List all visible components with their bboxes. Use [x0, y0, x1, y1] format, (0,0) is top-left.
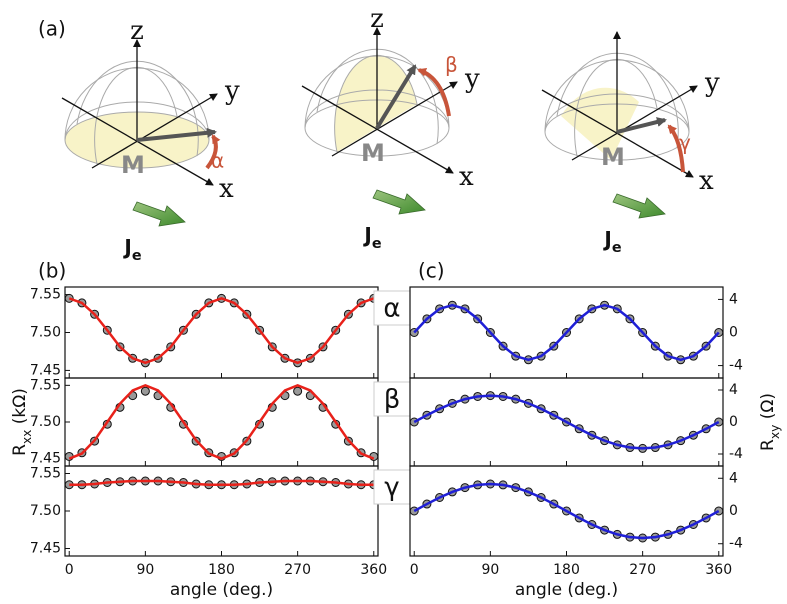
- data-point: [140, 386, 150, 396]
- current-arrow: [372, 189, 426, 215]
- y-tick-label: 7.55: [30, 287, 61, 303]
- current-label: Je: [602, 227, 621, 257]
- data-point: [293, 386, 303, 396]
- fit-line: [413, 482, 720, 540]
- axis-y: [571, 85, 698, 161]
- y-tick-label: -4: [729, 536, 743, 552]
- y-axis-label-part: R: [10, 444, 30, 456]
- magnetization: [616, 117, 667, 134]
- angle-arc: [205, 134, 221, 170]
- current-label-part: J: [602, 227, 611, 251]
- axis-label: z: [130, 16, 144, 46]
- current-label-part: J: [122, 235, 131, 259]
- x-tick-label: 0: [65, 562, 74, 578]
- axis-label: y: [224, 76, 240, 106]
- y-tick-label: 7.45: [30, 451, 61, 467]
- y-tick-label: 4: [729, 382, 738, 398]
- axis-label: y: [464, 64, 480, 94]
- angle-arc: [667, 124, 685, 173]
- current-label: Je: [122, 235, 141, 265]
- magnetization: [375, 64, 417, 130]
- angle-label: β: [445, 53, 458, 77]
- x-tick-label: 270: [284, 562, 311, 578]
- axis-y: [91, 93, 218, 169]
- angle-arc: [417, 67, 451, 117]
- current-label-part: e: [372, 236, 382, 252]
- y-tick-label: 7.50: [30, 414, 61, 430]
- x-tick-label: 180: [553, 562, 580, 578]
- current-label-part: J: [362, 223, 371, 247]
- annotation: α: [383, 294, 400, 324]
- plot-frame: [64, 465, 379, 557]
- axis-label: x: [699, 166, 714, 196]
- meridian: [574, 58, 658, 157]
- current-label-part: e: [612, 240, 622, 256]
- x-tick-label: 180: [208, 562, 235, 578]
- y-tick-label: 7.45: [30, 362, 61, 378]
- fit-line: [413, 303, 720, 362]
- axis-label: z: [370, 4, 384, 34]
- y-axis-label: Rxy (Ω): [758, 393, 782, 451]
- x-axis-label: angle (deg.): [170, 580, 273, 600]
- magnetization: [136, 127, 217, 142]
- meridian: [76, 60, 199, 157]
- y-tick-label: 4: [729, 470, 738, 486]
- fit-line: [413, 394, 720, 450]
- y-tick-label: 0: [729, 325, 738, 341]
- y-tick-label: 7.50: [30, 503, 61, 519]
- magnetization-label: M: [361, 139, 385, 167]
- annotation: β: [384, 385, 401, 415]
- y-axis-label-part: xy: [768, 425, 782, 439]
- x-tick-label: 360: [360, 562, 387, 578]
- magnetization-label: M: [121, 151, 145, 179]
- x-tick-label: 90: [481, 562, 499, 578]
- y-tick-label: 7.45: [30, 541, 61, 557]
- meridian: [94, 66, 178, 165]
- axis-x: [301, 85, 454, 174]
- current-label: Je: [362, 223, 381, 253]
- meridian: [556, 52, 679, 149]
- annotation: γ: [384, 473, 399, 503]
- x-tick-label: 0: [410, 562, 419, 578]
- y-tick-label: 4: [729, 291, 738, 307]
- fit-line: [68, 297, 375, 365]
- annotation-box: [373, 290, 411, 326]
- angle-label: γ: [679, 131, 691, 155]
- axis-label: x: [459, 162, 474, 192]
- y-axis-label-part: xx: [20, 430, 34, 444]
- panel-label: (b): [38, 259, 66, 283]
- x-tick-label: 360: [705, 562, 732, 578]
- x-axis-label: angle (deg.): [515, 580, 618, 600]
- axis-label: y: [704, 68, 720, 98]
- y-axis-label-part: (kΩ): [10, 388, 30, 430]
- angle-label: α: [211, 149, 224, 173]
- x-tick-label: 90: [136, 562, 154, 578]
- y-tick-label: 0: [729, 414, 738, 430]
- y-axis-label-part: R: [758, 439, 778, 451]
- current-arrow: [612, 193, 666, 219]
- current-label-part: e: [132, 248, 142, 264]
- y-tick-label: 7.55: [30, 466, 61, 482]
- fit-line: [69, 479, 374, 486]
- y-tick-label: 7.55: [30, 377, 61, 393]
- axis-y: [331, 81, 458, 157]
- y-tick-label: -4: [729, 358, 743, 374]
- y-axis-label: Rxx (kΩ): [10, 388, 34, 456]
- magnetization-label: M: [601, 143, 625, 171]
- y-axis-label-part: (Ω): [758, 393, 778, 425]
- y-tick-label: 7.50: [30, 325, 61, 341]
- y-tick-label: 0: [729, 503, 738, 519]
- y-tick-label: -4: [729, 446, 743, 462]
- axis-label: x: [219, 174, 234, 204]
- panel-label: (c): [418, 259, 445, 283]
- current-arrow: [132, 201, 186, 227]
- fit-line: [68, 383, 375, 461]
- plane: [334, 55, 417, 152]
- x-tick-label: 270: [629, 562, 656, 578]
- meridian: [316, 48, 439, 145]
- annotation-box: [373, 469, 411, 505]
- panel-label: (a): [38, 17, 66, 41]
